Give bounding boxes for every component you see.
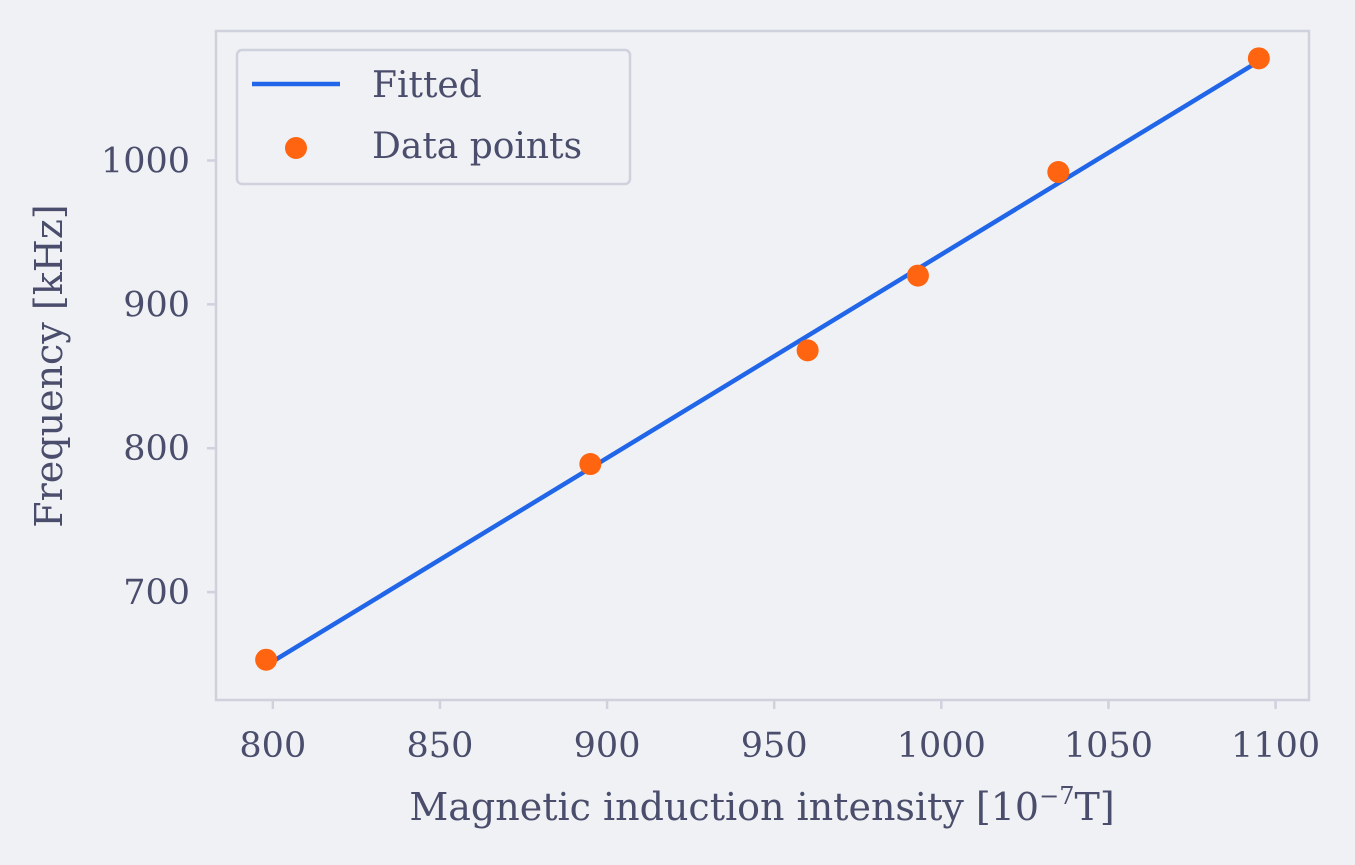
data-point [1047,160,1070,183]
data-point [796,339,819,362]
y-axis-label: Frequency [kHz] [27,204,71,527]
legend: Fitted Data points [235,48,632,186]
data-point [906,264,929,287]
legend-data-points-swatch [285,137,307,159]
y-tick-label: 900 [123,285,190,325]
legend-fitted-label: Fitted [372,65,482,106]
data-point [1247,47,1270,70]
fitted-line [264,59,1261,668]
x-tick-label: 900 [574,726,641,766]
x-axis-label: Magnetic induction intensity [10−7T] [409,782,1114,829]
y-tick-label: 1000 [101,141,190,181]
y-axis-ticks: 700 800 900 1000 [101,141,216,613]
x-tick-label: 800 [239,726,306,766]
x-tick-label: 1100 [1231,726,1320,766]
y-tick-label: 700 [123,573,190,613]
data-point [255,648,278,671]
x-tick-label: 850 [407,726,474,766]
plot-frame [214,29,1311,702]
x-tick-label: 1050 [1064,726,1153,766]
y-tick-label: 800 [123,429,190,469]
x-axis-ticks: 800 850 900 950 1000 1050 1100 [239,700,1320,766]
legend-data-points-label: Data points [372,126,582,167]
data-point [579,453,602,476]
x-tick-label: 1000 [897,726,986,766]
x-tick-label: 950 [741,726,808,766]
series-layer [255,47,1270,671]
